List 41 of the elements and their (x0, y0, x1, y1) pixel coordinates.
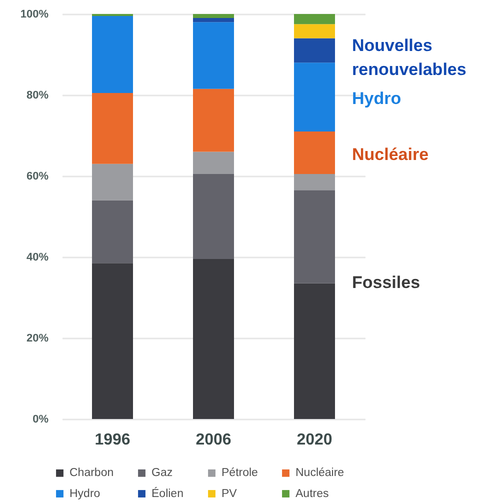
bar (294, 24, 336, 38)
legend-label: Charbon (70, 467, 114, 480)
bar (192, 259, 234, 419)
y-tick-label: 0% (32, 414, 49, 426)
bar (192, 88, 234, 152)
legend-label: PV (222, 488, 238, 500)
x-tick-label: 1996 (94, 432, 130, 448)
bar (192, 22, 234, 89)
bar (192, 14, 234, 18)
bar (294, 14, 336, 24)
bar (294, 38, 336, 63)
bar (92, 263, 134, 419)
legend-label: Éolien (152, 486, 184, 500)
bar (92, 164, 134, 200)
bar (92, 16, 134, 93)
y-tick-label: 60% (26, 170, 49, 182)
legend-label: Autres (296, 488, 329, 500)
bar (92, 92, 134, 164)
bar (294, 190, 336, 284)
y-tick-label: 80% (26, 90, 49, 102)
x-tick-label: 2006 (196, 432, 232, 448)
legend-label: Hydro (70, 488, 100, 500)
bar (294, 174, 336, 190)
y-tick-label: 40% (26, 252, 49, 264)
bar (192, 152, 234, 174)
bar (294, 283, 336, 419)
legend-label: Nucléaire (296, 467, 344, 480)
annotation: Nouvelles renouvelables (352, 36, 466, 79)
annotation: Nucléaire (352, 145, 429, 164)
legend-label: Pétrole (222, 467, 258, 480)
bar (192, 174, 234, 260)
bar (294, 62, 336, 132)
bar (192, 18, 234, 22)
annotation: Fossiles (352, 273, 420, 292)
annotation: Hydro (352, 89, 402, 108)
legend-label: Gaz (152, 467, 173, 480)
bar (92, 200, 134, 264)
x-tick-label: 2020 (296, 432, 332, 448)
y-tick-label: 20% (26, 332, 49, 344)
y-tick-label: 100% (20, 8, 49, 20)
bar (294, 131, 336, 174)
